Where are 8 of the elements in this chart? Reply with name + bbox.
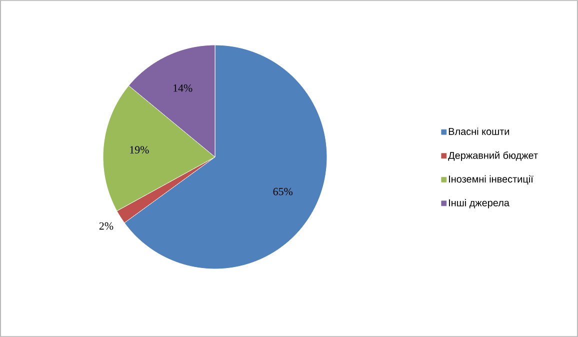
- data-label: 19%: [130, 146, 149, 154]
- data-label: 2%: [99, 222, 114, 230]
- data-label: 14%: [174, 84, 192, 92]
- legend-label: Державний бюджет: [448, 151, 538, 161]
- data-label: 65%: [273, 188, 293, 196]
- legend-label: Інші джерела: [449, 199, 510, 208]
- legend-label: Іноземні інвестиції: [449, 175, 534, 184]
- legend-label: Власні кошти: [448, 128, 510, 136]
